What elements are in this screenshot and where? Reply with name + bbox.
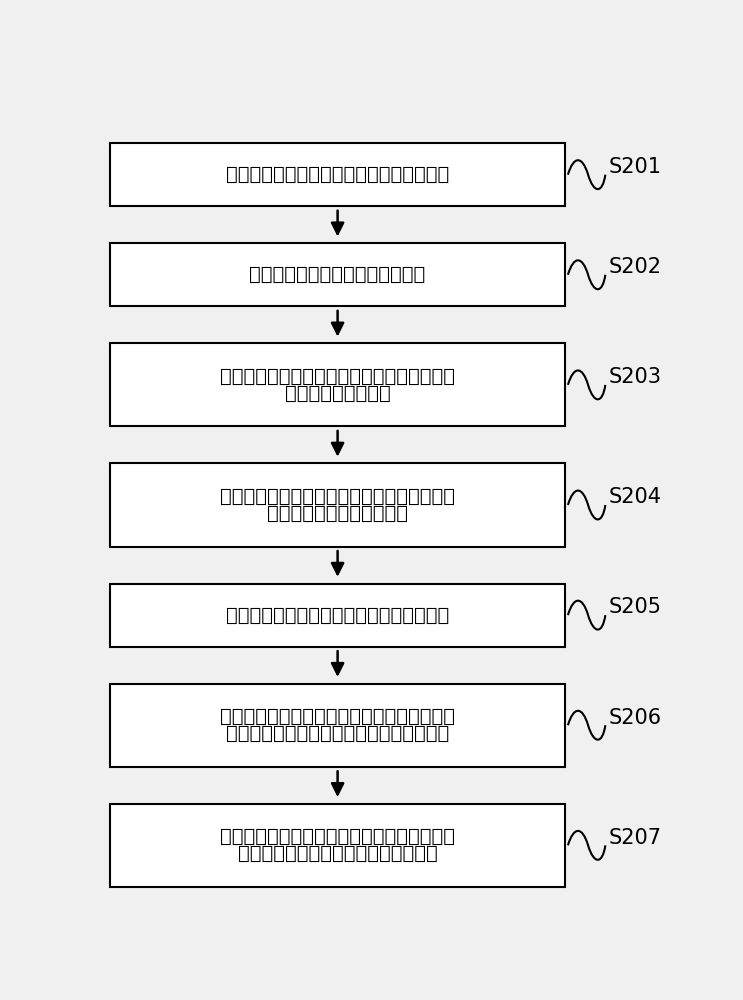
- Text: 从手机通讯录中选择至少一个联系人，并将有: 从手机通讯录中选择至少一个联系人，并将有: [220, 827, 455, 846]
- Text: 声照片发送给所选择的至少一个联系人: 声照片发送给所选择的至少一个联系人: [238, 844, 438, 863]
- Bar: [110, 243, 565, 306]
- Text: 将音频标识信息写入照片的格式数据的预设位: 将音频标识信息写入照片的格式数据的预设位: [220, 707, 455, 726]
- Bar: [110, 463, 565, 547]
- Text: S204: S204: [609, 487, 661, 507]
- Text: 置，以合成照片和音频文件，得到有声照片: 置，以合成照片和音频文件，得到有声照片: [226, 724, 450, 743]
- Text: S201: S201: [609, 157, 661, 177]
- Text: 将音频文件发送至服务器，由服务器为音频文: 将音频文件发送至服务器，由服务器为音频文: [220, 487, 455, 506]
- Bar: [110, 584, 565, 647]
- Bar: [110, 804, 565, 887]
- Text: S203: S203: [609, 367, 661, 387]
- Text: 启动手机的拍摄功能拍摄一张待处理的照片: 启动手机的拍摄功能拍摄一张待处理的照片: [226, 165, 450, 184]
- Text: S205: S205: [609, 597, 661, 617]
- Bar: [110, 343, 565, 426]
- Text: 启动手机的录音功能为人物脸部特征数据录制: 启动手机的录音功能为人物脸部特征数据录制: [220, 367, 455, 386]
- Text: S206: S206: [609, 708, 661, 728]
- Text: 件生成唯一的音频标识信息: 件生成唯一的音频标识信息: [267, 504, 408, 523]
- Text: 一段相应的音频文件: 一段相应的音频文件: [285, 384, 391, 403]
- Text: S207: S207: [609, 828, 661, 848]
- Bar: [110, 143, 565, 206]
- Text: 从服务器获取音频文件对应的音频标识信息: 从服务器获取音频文件对应的音频标识信息: [226, 606, 450, 625]
- Text: S202: S202: [609, 257, 661, 277]
- Bar: [110, 684, 565, 767]
- Text: 识别出照片中的人物脸部特征数据: 识别出照片中的人物脸部特征数据: [250, 265, 426, 284]
